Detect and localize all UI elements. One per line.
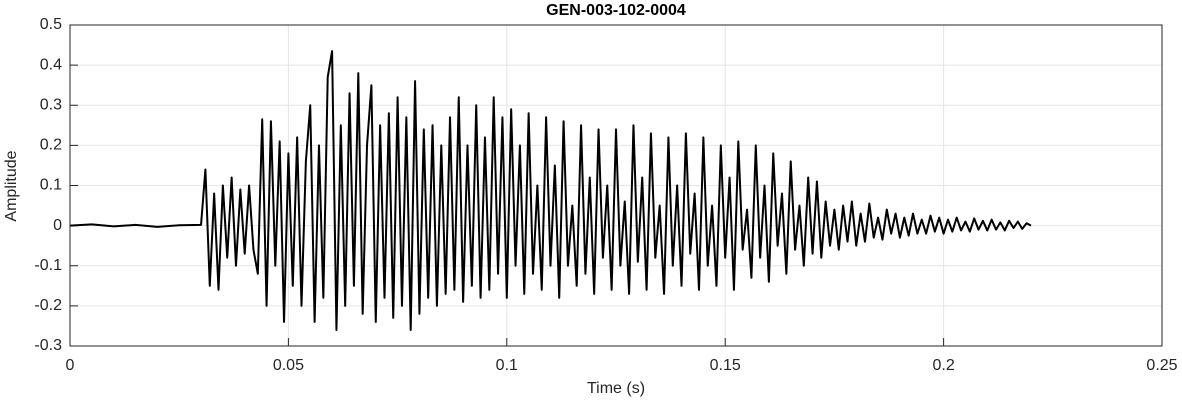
y-tick-label: 0.3 bbox=[40, 96, 62, 113]
x-tick-label: 0.15 bbox=[710, 357, 741, 374]
y-tick-label: -0.1 bbox=[34, 257, 62, 274]
line bbox=[69, 50, 1032, 331]
x-tick-label: 0.05 bbox=[273, 357, 304, 374]
y-tick-label: 0 bbox=[53, 217, 62, 234]
chart-title: GEN-003-102-0004 bbox=[546, 2, 686, 19]
x-tick-label: 0 bbox=[66, 357, 75, 374]
x-tick-label: 0.1 bbox=[496, 357, 518, 374]
plot-frame bbox=[69, 24, 1163, 347]
y-tick-label: -0.3 bbox=[34, 337, 62, 354]
y-axis-label: Amplitude bbox=[3, 150, 20, 221]
x-axis-label: Time (s) bbox=[587, 380, 645, 397]
y-tick-label: 0.5 bbox=[40, 16, 62, 33]
y-tick-label: 0.4 bbox=[40, 56, 62, 73]
x-tick-label: 0.2 bbox=[932, 357, 954, 374]
x-tick-label: 0.25 bbox=[1146, 357, 1177, 374]
y-tick-label: -0.2 bbox=[34, 297, 62, 314]
y-tick-label: 0.1 bbox=[40, 177, 62, 194]
y-tick-label: 0.2 bbox=[40, 137, 62, 154]
